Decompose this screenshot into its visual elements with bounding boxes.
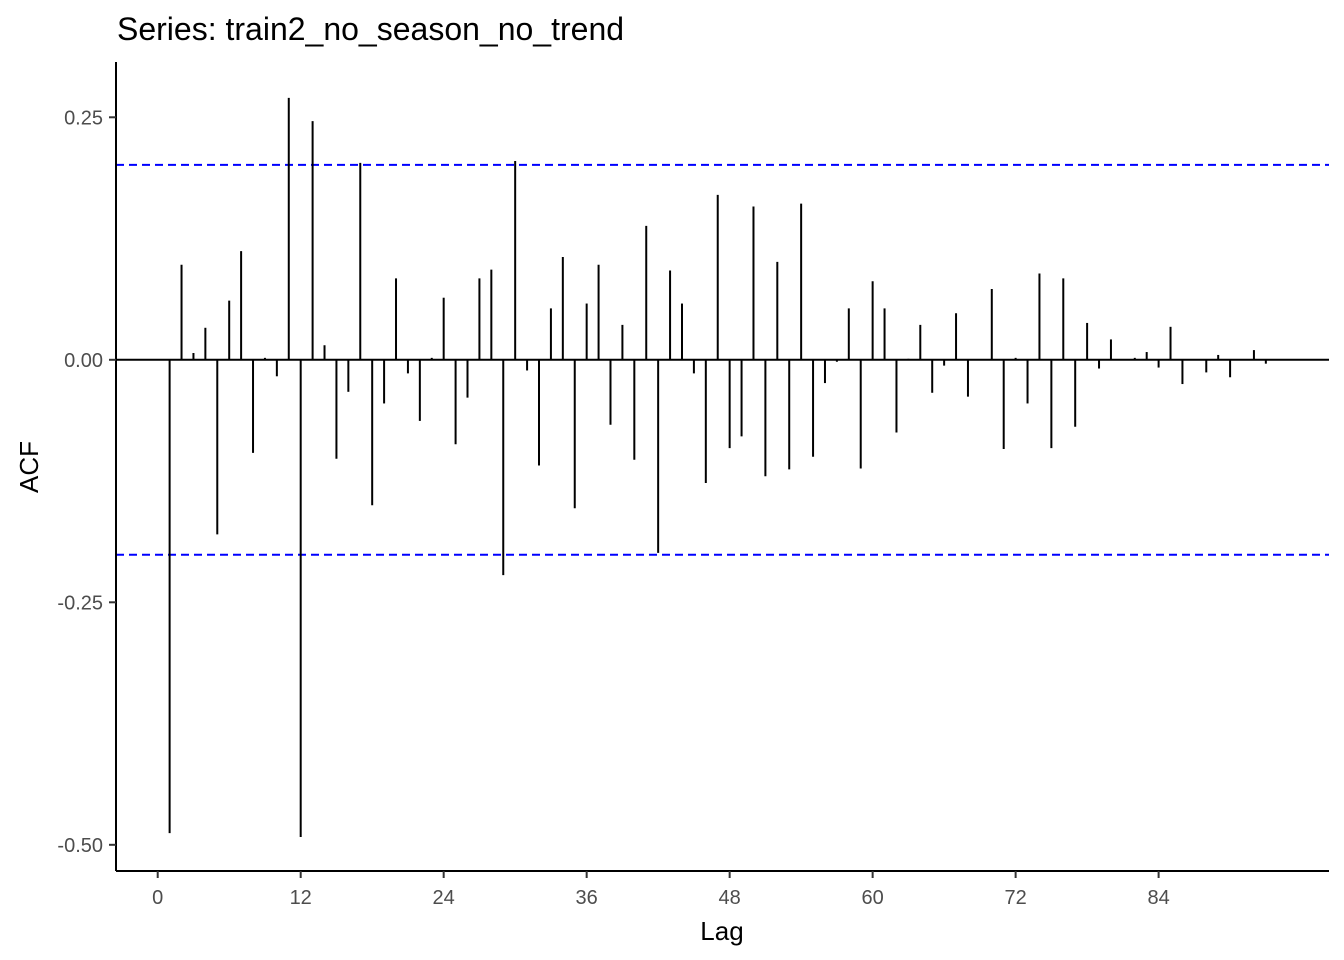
y-tick-label: -0.50 [57,835,103,857]
x-tick-label: 36 [576,887,598,909]
x-axis-title: Lag [700,916,743,946]
y-axis-title: ACF [14,441,44,493]
x-axis: 0 12 24 36 48 60 72 84 [116,870,1329,909]
x-tick-label: 0 [152,887,163,909]
chart-title: Series: train2_no_season_no_trend [117,11,624,47]
x-tick-label: 84 [1147,887,1169,909]
x-tick-label: 24 [433,887,455,909]
x-tick-label: 60 [862,887,884,909]
plot-area [116,97,1329,838]
y-tick-label: -0.25 [57,592,103,614]
x-tick-label: 72 [1004,887,1026,909]
x-tick-label: 48 [719,887,741,909]
y-tick-label: 0.25 [64,107,103,129]
y-axis: -0.50 -0.25 0.00 0.25 [57,62,117,871]
x-tick-label: 12 [290,887,312,909]
y-tick-label: 0.00 [64,350,103,372]
